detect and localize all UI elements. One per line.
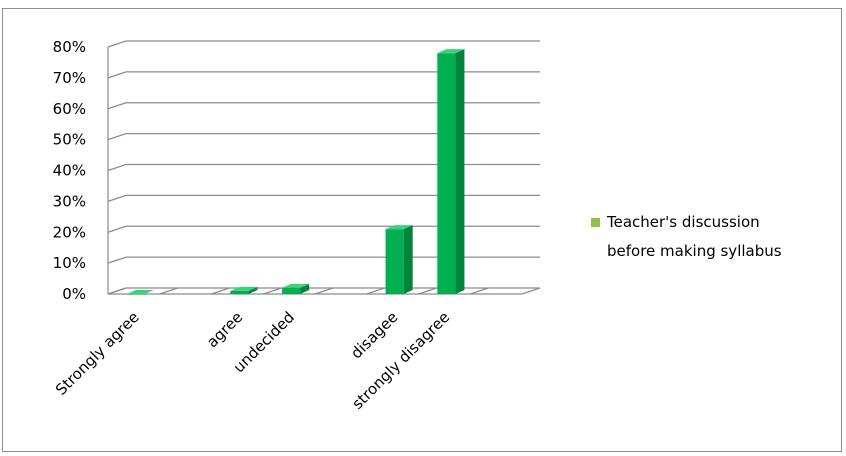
bar — [437, 49, 465, 294]
y-tick-label: 40% — [53, 162, 86, 180]
y-tick-label: 50% — [53, 131, 86, 149]
y-tick-label: 30% — [53, 192, 86, 210]
legend-swatch — [591, 218, 600, 227]
x-category-label: agree — [203, 308, 246, 351]
bars — [126, 49, 465, 295]
y-tick-label: 20% — [53, 223, 86, 241]
x-tick — [521, 287, 541, 295]
bar-side — [300, 283, 310, 294]
y-tick-label: 60% — [53, 100, 86, 118]
gridline-side — [107, 225, 127, 233]
x-tick — [107, 287, 127, 295]
bar — [282, 283, 310, 294]
bar — [126, 290, 154, 295]
bar-top — [230, 286, 258, 291]
x-tick — [470, 287, 489, 295]
gridline-side — [107, 133, 127, 141]
bar-front — [230, 290, 249, 294]
gridline-side — [107, 40, 127, 48]
y-tick-label: 80% — [53, 38, 86, 56]
bar-front — [437, 53, 456, 294]
chart-frame — [2, 8, 842, 452]
y-tick-label: 0% — [62, 285, 86, 303]
y-tick-label: 10% — [53, 254, 86, 272]
bar-top — [437, 49, 465, 54]
gridline-side — [107, 194, 127, 202]
gridline-side — [107, 256, 127, 264]
x-tick — [366, 287, 385, 295]
legend-label-line-2: before making syllabus — [607, 242, 782, 260]
x-tick — [418, 287, 437, 295]
bar-top — [385, 225, 413, 230]
bar-front — [282, 287, 301, 294]
bar-top — [282, 283, 310, 288]
x-tick — [211, 287, 230, 295]
bar-front — [385, 229, 404, 294]
gridline-side — [107, 102, 127, 110]
x-category-label: strongly disagree — [348, 308, 453, 413]
y-tick-label: 70% — [53, 69, 86, 87]
legend: Teacher's discussion before making sylla… — [591, 213, 782, 260]
bar-side — [248, 286, 258, 294]
gridline-side — [107, 71, 127, 79]
x-tick — [263, 287, 282, 295]
gridlines — [107, 40, 541, 295]
bar — [385, 225, 413, 294]
bar-top — [126, 290, 154, 294]
bar-side — [403, 225, 413, 294]
bar-front — [126, 294, 145, 295]
x-tick — [314, 287, 334, 295]
x-tick — [159, 287, 178, 295]
bar-side — [455, 49, 465, 294]
bar — [230, 286, 258, 294]
gridline-side — [107, 163, 127, 172]
y-axis-tick-labels: 0% 10% 20% 30% 40% 50% 60% 70% 80% — [53, 38, 86, 303]
x-category-label: Strongly agree — [52, 308, 143, 399]
legend-label-line-1: Teacher's discussion — [606, 213, 760, 231]
